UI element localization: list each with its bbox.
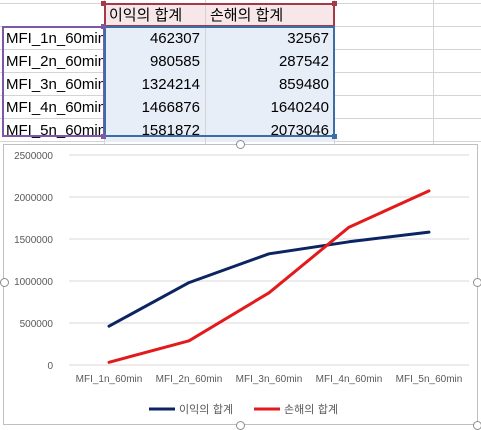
profit-cell[interactable]: 1324214	[105, 73, 205, 96]
series-line-1	[107, 230, 431, 328]
profit-cell[interactable]: 1466876	[105, 96, 205, 119]
y-tick-label: 1000000	[14, 277, 53, 288]
row-name-cell[interactable]: MFI_1n_60min	[6, 30, 104, 47]
y-tick-label: 1500000	[14, 235, 53, 246]
chart-resize-handle[interactable]	[473, 278, 481, 287]
y-tick-label: 500000	[20, 319, 54, 330]
y-tick-label: 2500000	[14, 151, 53, 162]
profit-cell[interactable]: 980585	[105, 50, 205, 73]
range-resize-handle[interactable]	[101, 24, 106, 29]
x-tick-label: MFI_2n_60min	[156, 374, 223, 385]
chart-resize-handle[interactable]	[236, 421, 245, 430]
header-profit[interactable]: 이익의 합계	[105, 4, 205, 27]
legend-label: 이익의 합계	[179, 403, 233, 416]
chart-resize-handle[interactable]	[473, 421, 481, 430]
chart-canvas: 0 500000 1000000 1500000 2000000 2500000 MFI_1…	[14, 151, 469, 416]
x-tick-label: MFI_5n_60min	[396, 374, 463, 385]
x-tick-label: MFI_4n_60min	[316, 374, 383, 385]
header-loss[interactable]: 손해의 합계	[206, 4, 334, 27]
loss-cell[interactable]: 2073046	[206, 119, 334, 142]
line-chart[interactable]: 0 500000 1000000 1500000 2000000 2500000 MFI_1…	[3, 144, 478, 425]
profit-cell[interactable]: 462307	[105, 27, 205, 50]
loss-cell[interactable]: 287542	[206, 50, 334, 73]
profit-cell[interactable]: 1581872	[105, 119, 205, 142]
legend-label: 손해의 합계	[284, 402, 338, 416]
x-tick-label: MFI_1n_60min	[76, 374, 143, 385]
loss-cell[interactable]: 859480	[206, 73, 334, 96]
range-resize-handle[interactable]	[101, 134, 106, 139]
range-resize-handle[interactable]	[101, 1, 106, 6]
series-line-2	[107, 189, 431, 364]
row-name-cell[interactable]: MFI_4n_60min	[6, 99, 104, 116]
row-name-cell[interactable]: MFI_2n_60min	[6, 53, 104, 70]
loss-cell[interactable]: 32567	[206, 27, 334, 50]
row-name-cell[interactable]: MFI_5n_60min	[6, 122, 104, 139]
range-resize-handle[interactable]	[332, 134, 337, 139]
y-tick-label: 2000000	[14, 193, 53, 204]
chart-resize-handle[interactable]	[0, 278, 9, 287]
y-tick-label: 0	[47, 361, 53, 372]
range-resize-handle[interactable]	[332, 1, 337, 6]
row-name-cell[interactable]: MFI_3n_60min	[6, 76, 104, 93]
loss-cell[interactable]: 1640240	[206, 96, 334, 119]
chart-resize-handle[interactable]	[236, 140, 245, 149]
x-tick-label: MFI_3n_60min	[236, 374, 303, 385]
